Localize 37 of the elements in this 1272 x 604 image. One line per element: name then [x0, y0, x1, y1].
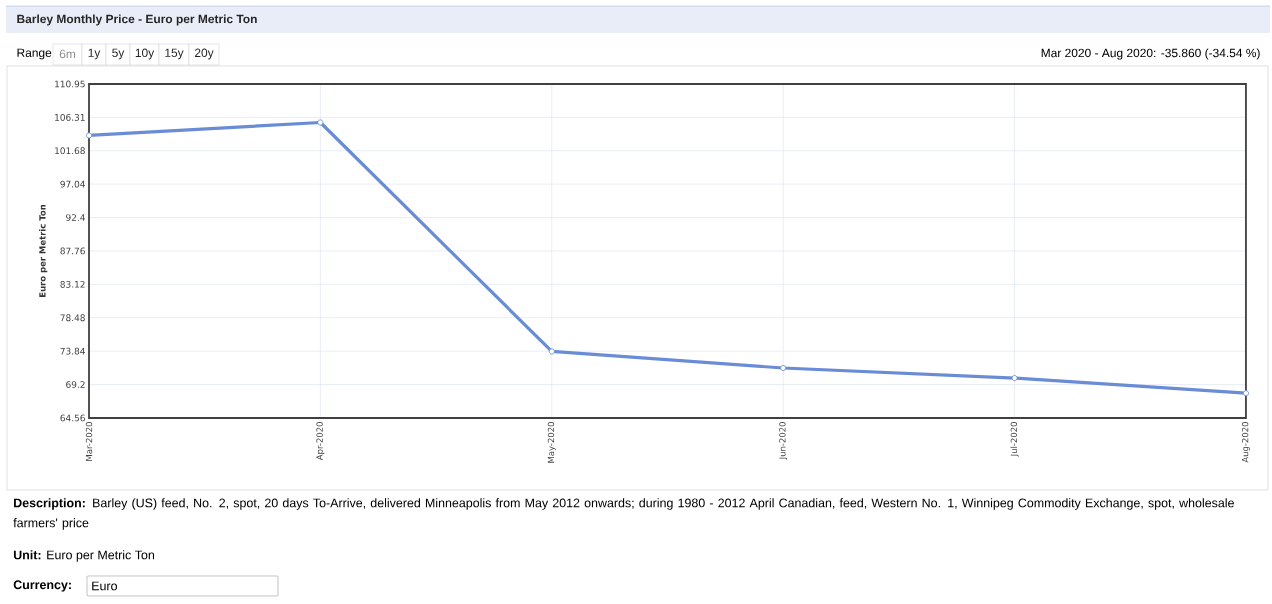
text: Range: [17, 48, 52, 60]
y-tick-label: 78.48: [60, 314, 85, 322]
point: [1011, 375, 1018, 382]
y-tick-label: 106.31: [55, 114, 85, 121]
chart-title: Barley Monthly Price - Euro per Metric Ton: [17, 14, 257, 26]
point: [317, 119, 324, 126]
text: 5y: [112, 48, 125, 60]
y-tick-label: 92.4: [66, 214, 85, 221]
y-tick-label: 64.56: [60, 414, 85, 422]
text: 6m: [59, 49, 76, 59]
y-axis-title: Euro per Metric Ton: [39, 204, 48, 297]
y-tick-label: 69.2: [66, 381, 85, 388]
text: Description: Barley (US) feed, No. 2, spot, 20 days To-Arrive, delivered Minneapolis from May 2012 onwards; during 1980 - 2012 April Canadian, feed, Western No. 1, Winnipeg Commodity Exchange, spot, wholesale farmers' price: [13, 498, 1234, 530]
text: 10y: [135, 48, 155, 60]
x-tick-label: Mar-2020: [85, 422, 93, 461]
x-tick-label: Jul-2020: [1010, 422, 1019, 457]
x-tick-label: Apr-2020: [316, 422, 325, 461]
y-tick-label: 73.84: [60, 347, 85, 355]
text: Unit: Euro per Metric Ton: [13, 550, 155, 562]
text: Euro: [92, 581, 117, 591]
text: Currency:: [13, 580, 71, 592]
point: [85, 132, 93, 139]
y-tick-label: 97.04: [60, 180, 85, 188]
y-tick-label: 87.76: [60, 247, 85, 255]
x-tick-label: May-2020: [547, 422, 556, 463]
x-tick-label: Jun-2020: [779, 422, 788, 460]
text: Mar 2020 - Aug 2020: -35.860 (-34.54 %): [1041, 48, 1260, 60]
x-tick-label: Aug-2020: [1241, 422, 1250, 463]
point: [548, 348, 555, 355]
text: 1y: [88, 48, 101, 60]
y-tick-label: 83.12: [60, 280, 85, 288]
point: [1242, 390, 1249, 397]
text: 20y: [194, 48, 214, 60]
y-tick-label: 101.68: [55, 147, 85, 155]
point: [780, 364, 787, 372]
y-tick-label: 110.95: [55, 80, 85, 88]
text: 15y: [165, 48, 184, 60]
